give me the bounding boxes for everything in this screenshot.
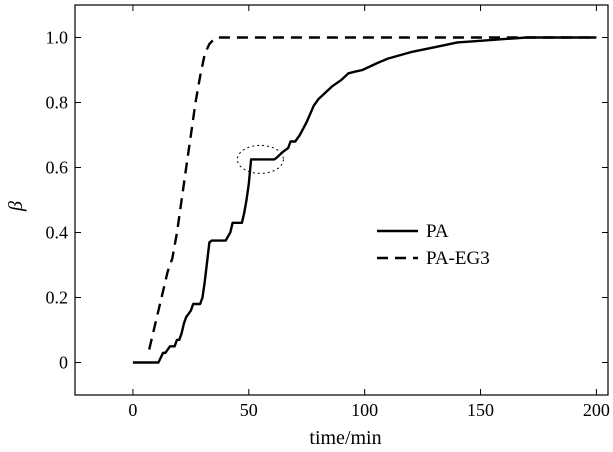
y-tick-label: 0 bbox=[59, 353, 68, 373]
annotation-ellipse bbox=[236, 144, 284, 174]
legend: PA PA-EG3 bbox=[377, 221, 490, 269]
x-tick-label: 0 bbox=[128, 400, 137, 420]
x-tick-label: 50 bbox=[240, 400, 258, 420]
x-tick-label: 150 bbox=[467, 400, 494, 420]
series-line-pa bbox=[132, 36, 597, 364]
x-axis-title: time/min bbox=[309, 427, 381, 449]
y-tick-label: 0.2 bbox=[46, 288, 69, 308]
series-layer bbox=[132, 36, 597, 364]
y-tick-label: 1.0 bbox=[46, 28, 69, 48]
plot-frame bbox=[74, 4, 609, 396]
y-axis-title: β bbox=[5, 201, 27, 212]
y-tick-label: 0.4 bbox=[46, 223, 69, 243]
x-tick-label: 100 bbox=[351, 400, 378, 420]
legend-label-paeg3: PA-EG3 bbox=[426, 248, 490, 269]
axes-layer: 0 50 100 150 200 0 0.2 0.4 0.6 0.8 1.0 bbox=[46, 4, 610, 420]
y-tick-label: 0.8 bbox=[46, 93, 69, 113]
legend-label-pa: PA bbox=[426, 221, 449, 242]
x-tick-label: 200 bbox=[583, 400, 610, 420]
series-line-pa-eg3 bbox=[148, 36, 597, 350]
y-tick-label: 0.6 bbox=[46, 158, 69, 178]
